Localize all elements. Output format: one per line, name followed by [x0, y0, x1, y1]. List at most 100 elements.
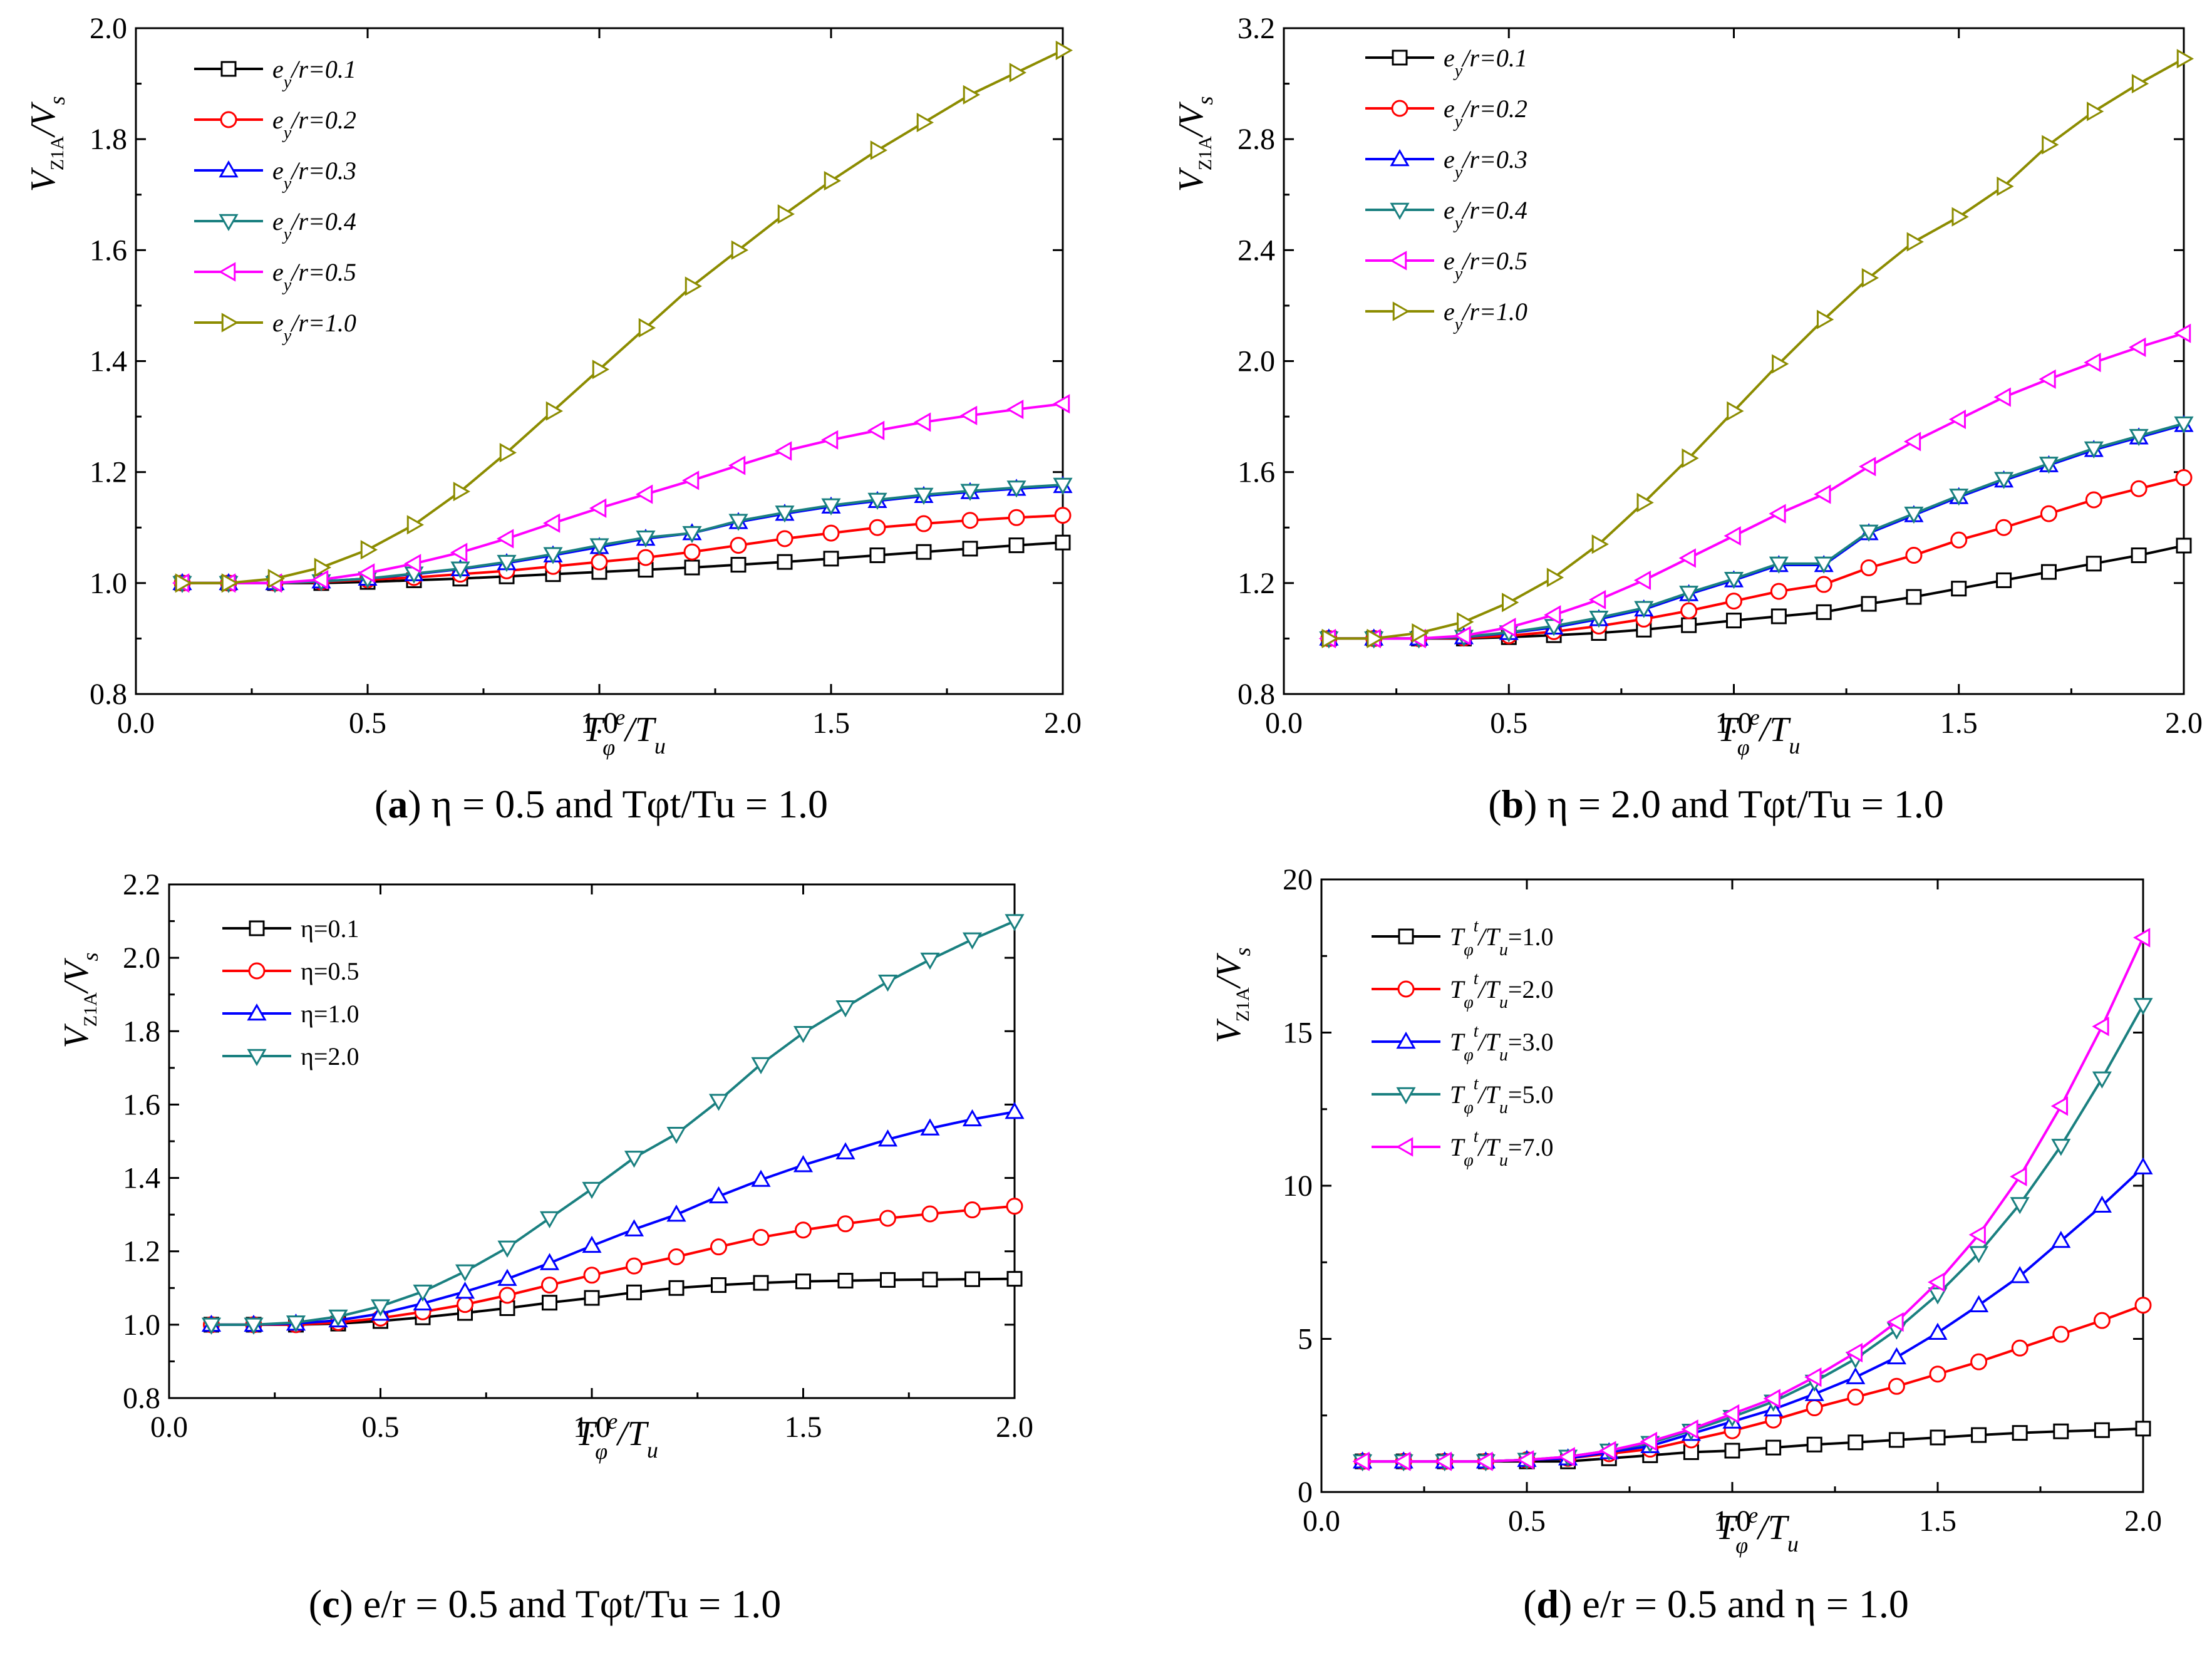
panel-caption: (b) η = 2.0 and Tφt/Tu = 1.0	[1488, 782, 1944, 826]
data-point	[539, 1253, 560, 1270]
data-point	[728, 514, 748, 531]
legend-entry: η=0.1	[222, 915, 359, 943]
data-point	[837, 1215, 854, 1233]
y-axis-label: VZ1A/Vs	[1172, 96, 1217, 192]
data-point	[1434, 1451, 1452, 1471]
data-point	[877, 974, 898, 992]
data-point	[751, 1057, 771, 1075]
data-point	[584, 1290, 600, 1306]
data-point	[1591, 534, 1609, 554]
legend-marker	[247, 1003, 267, 1021]
legend-lead: e	[272, 309, 284, 337]
y-tick-label: 20	[1283, 863, 1313, 896]
x-label-rest: /T	[1756, 1508, 1790, 1547]
legend-end: =7.0	[1508, 1133, 1554, 1161]
x-label-rest: /T	[1758, 710, 1792, 749]
y-label-rest: /V	[24, 101, 63, 138]
legend-label: ey/r=1.0	[1444, 298, 1527, 334]
data-point	[2176, 537, 2192, 554]
legend-label: η=2.0	[301, 1042, 359, 1070]
legend-sub: φ	[1464, 1045, 1474, 1065]
legend-sup: t	[1474, 1127, 1479, 1146]
y-tick-label: 10	[1283, 1169, 1313, 1203]
legend-sub: φ	[1464, 993, 1474, 1012]
data-point	[1476, 1451, 1493, 1471]
x-tick-label: 1.0	[1713, 1505, 1751, 1538]
data-point	[592, 360, 610, 380]
x-label-sub: φ	[1737, 735, 1750, 760]
legend-sub: y	[282, 73, 292, 92]
caption-text: η = 2.0 and Tφt/Tu = 1.0	[1547, 782, 1943, 826]
legend-tail: /r=0.4	[290, 207, 356, 236]
legend-marker	[1392, 49, 1408, 66]
y-axis-label: VZ1A/Vs	[57, 953, 103, 1049]
legend-sub: y	[282, 225, 292, 244]
data-point	[1906, 589, 1922, 605]
data-point	[1969, 1295, 1989, 1312]
data-point	[2039, 457, 2059, 474]
data-point	[913, 412, 931, 432]
data-point	[795, 1221, 812, 1239]
data-point	[2051, 1230, 2071, 1248]
caption-paren: )	[1524, 782, 1547, 826]
y-tick-label: 2.0	[123, 941, 160, 975]
data-point	[2010, 1166, 2027, 1186]
x-label-rest: /T	[616, 1414, 649, 1453]
data-point	[1678, 548, 1696, 568]
data-point	[1005, 914, 1025, 931]
data-point	[920, 952, 940, 970]
caption-paren: (	[309, 1582, 322, 1626]
data-point	[777, 204, 795, 224]
y-tick-label: 2.2	[123, 868, 160, 901]
data-point	[1930, 1429, 1946, 1446]
data-point	[453, 482, 471, 502]
data-point	[2085, 556, 2102, 572]
data-point	[1816, 309, 1834, 329]
legend-tailsub: u	[1499, 940, 1508, 960]
data-point	[2011, 1339, 2029, 1357]
y-label-base: V	[1172, 167, 1211, 192]
panel-caption: (d) e/r = 0.5 and η = 1.0	[1523, 1582, 1909, 1626]
data-point	[2131, 547, 2147, 564]
data-point	[2135, 1421, 2151, 1437]
data-point	[1888, 1377, 1905, 1395]
data-point	[2052, 1325, 2070, 1343]
data-point	[2092, 1017, 2109, 1037]
data-point	[1770, 608, 1787, 624]
legend-lead: e	[1444, 44, 1455, 72]
legend-label: ey/r=0.4	[1444, 196, 1527, 233]
caption-letter: a	[388, 782, 408, 826]
data-point	[1008, 509, 1025, 526]
legend-entry: ey/r=1.0	[1365, 298, 1527, 334]
data-point	[668, 1248, 685, 1265]
data-point	[681, 470, 700, 490]
legend-lead: e	[272, 258, 284, 286]
x-label-sub: φ	[1735, 1533, 1748, 1558]
data-point	[710, 1238, 727, 1256]
data-point	[582, 1181, 602, 1200]
legend-entry: Tφt/Tu=1.0	[1372, 916, 1553, 960]
legend-entry: ey/r=0.1	[194, 55, 356, 92]
data-point	[286, 1315, 306, 1333]
data-point	[1544, 605, 1561, 625]
y-label-base: V	[57, 1023, 96, 1049]
legend-sub: φ	[1464, 1151, 1474, 1170]
legend-entry: Tφt/Tu=2.0	[1372, 969, 1553, 1012]
legend-entry: Tφt/Tu=3.0	[1372, 1022, 1553, 1065]
x-tick-label: 0.5	[1490, 707, 1527, 740]
legend-end: =5.0	[1508, 1080, 1554, 1109]
x-axis-label: Tφe/Tu	[583, 705, 666, 760]
data-point	[637, 549, 654, 566]
plot-frame	[1320, 878, 2144, 1493]
data-point	[496, 529, 514, 549]
data-point	[1994, 472, 2014, 489]
series-4	[1319, 416, 2194, 649]
legend-lead: e	[1444, 145, 1455, 174]
y-tick-label: 1.8	[123, 1015, 160, 1048]
data-point	[824, 171, 842, 191]
data-point	[2173, 323, 2191, 343]
caption-paren: )	[408, 782, 431, 826]
y-tick-label: 1.0	[90, 567, 127, 600]
data-point	[777, 554, 793, 570]
data-point	[314, 557, 332, 578]
